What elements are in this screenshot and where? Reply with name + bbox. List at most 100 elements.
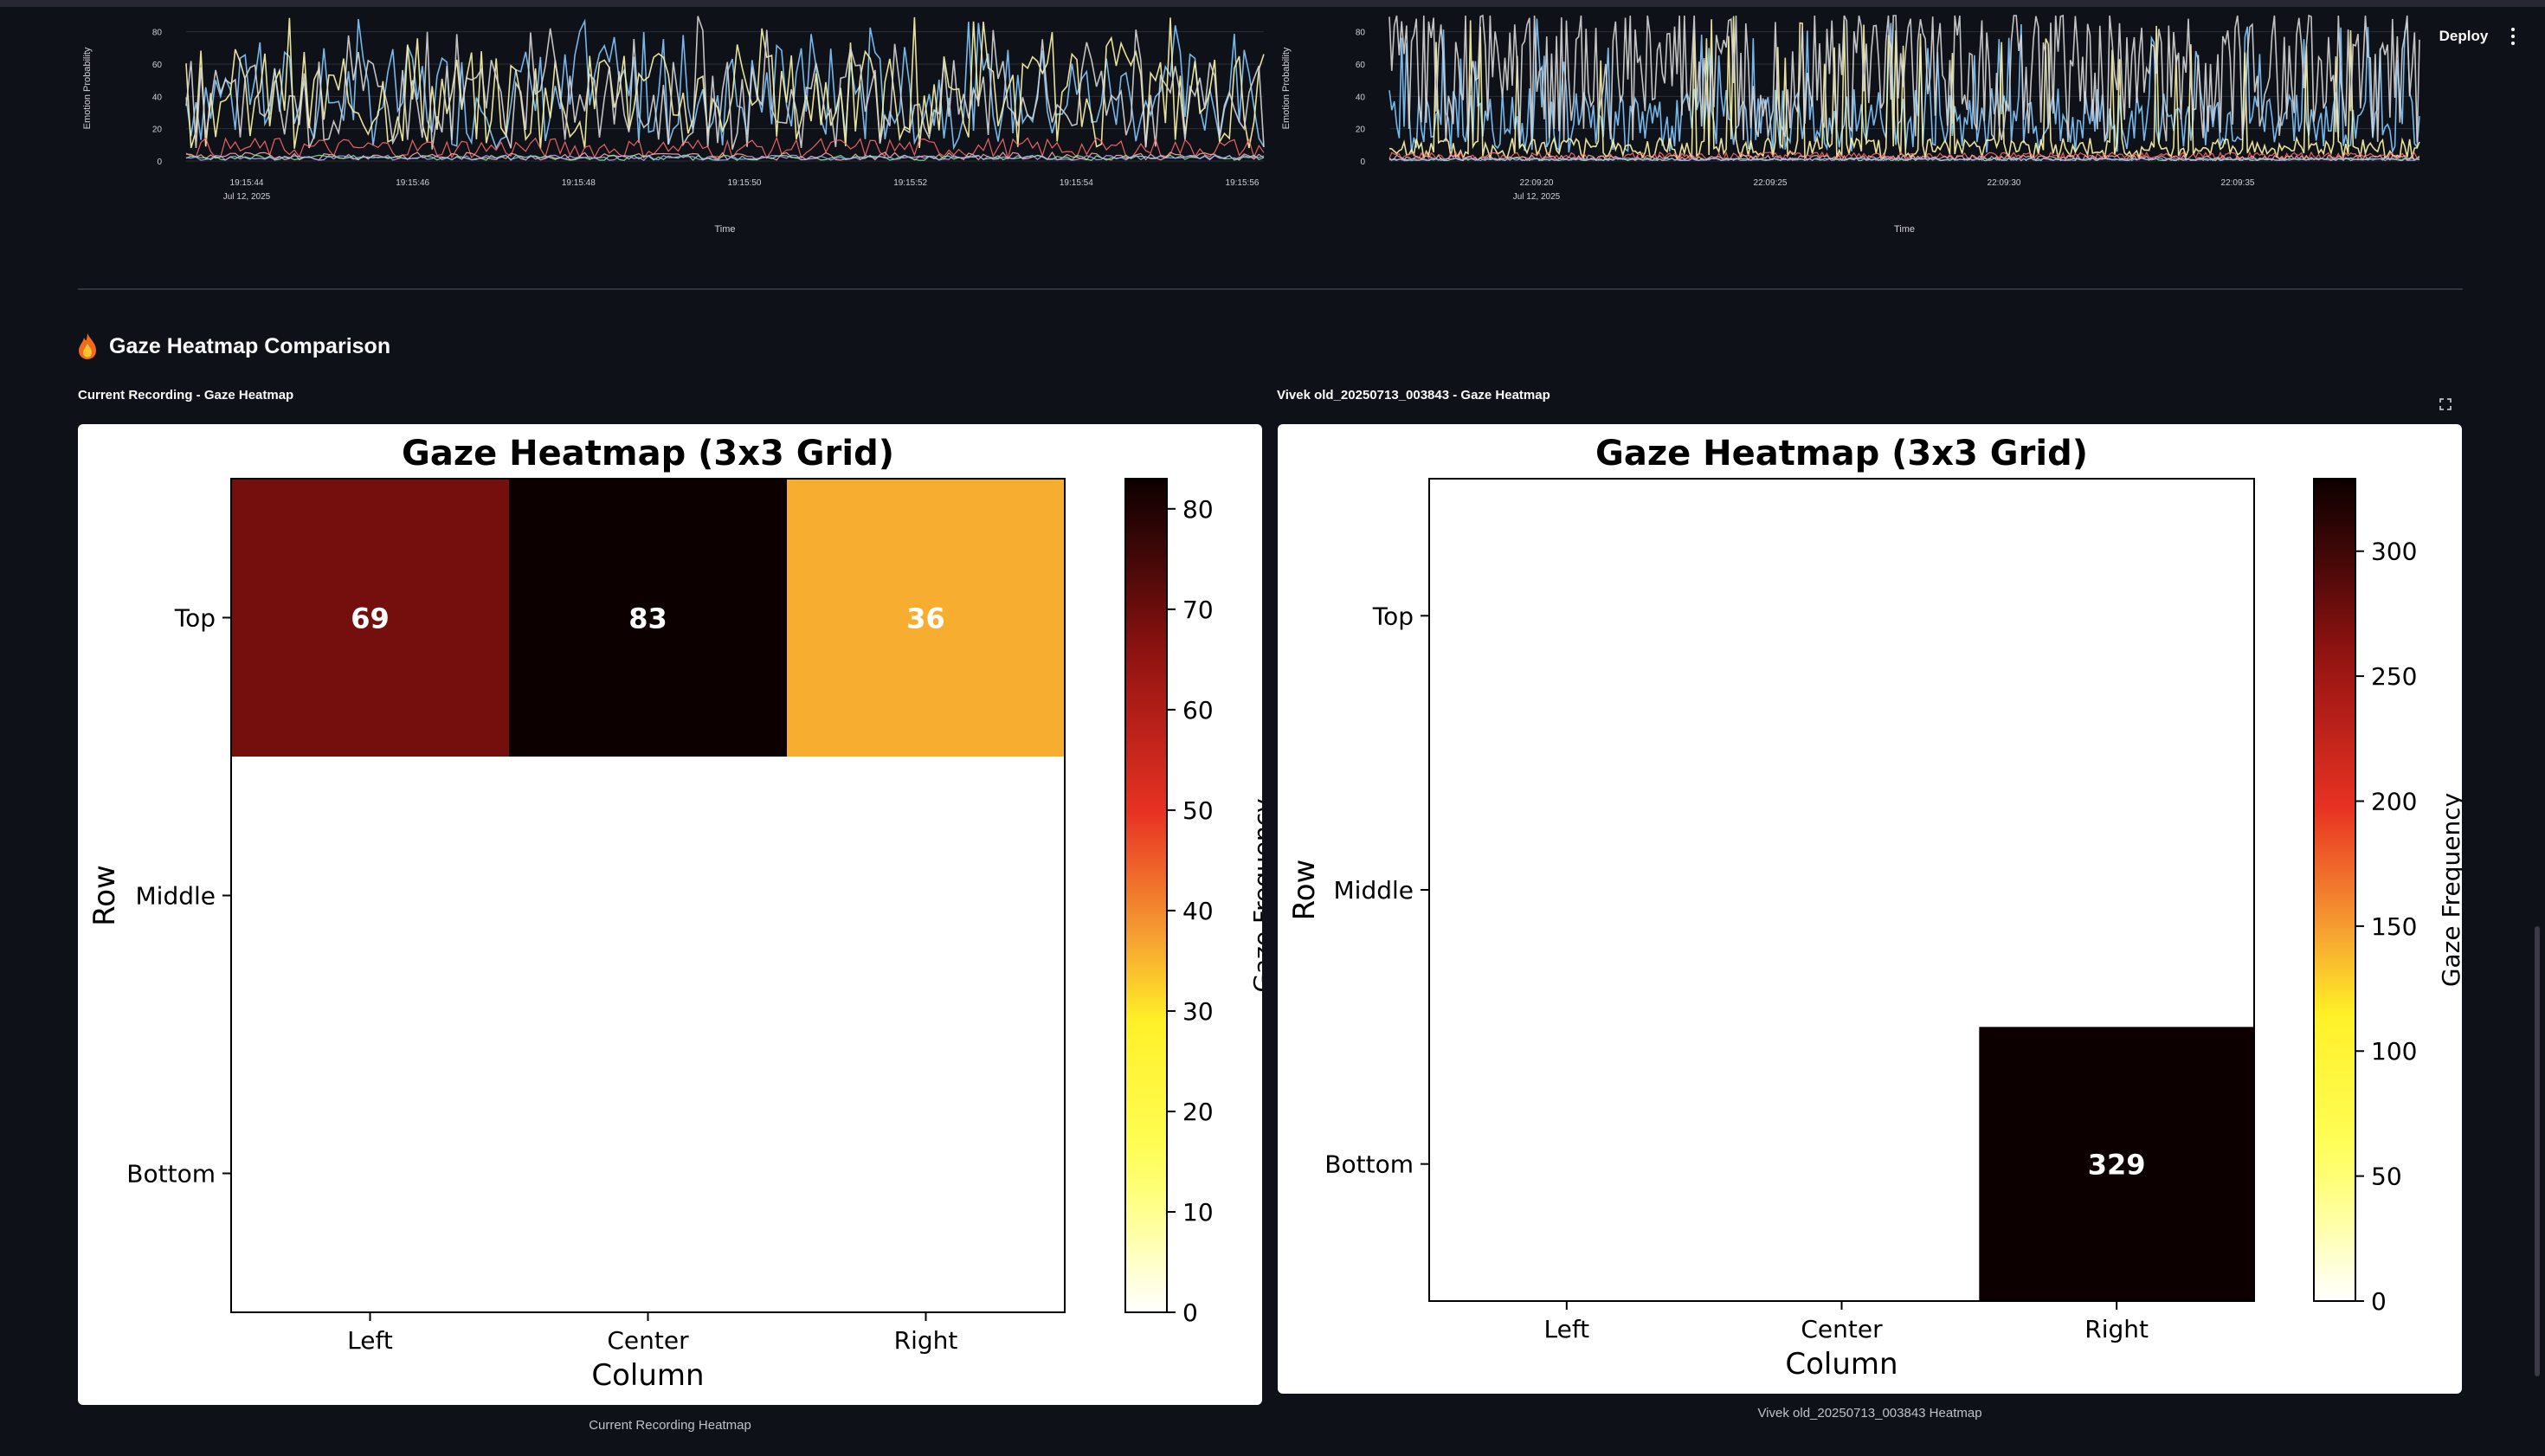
heatmap-cell (1979, 479, 2254, 753)
heatmap-cell (509, 757, 787, 1034)
y-tick-label: 80 (152, 29, 163, 38)
emotion-series-line (1388, 14, 2420, 143)
colorbar-tick-label: 100 (2371, 1037, 2417, 1066)
gaze-heatmap-current[interactable]: Gaze Heatmap (3x3 Grid) 69 83 36 Top Middle Bo… (78, 424, 1262, 1405)
heatmap-cell (1704, 1027, 1980, 1301)
column-label: Left (1543, 1315, 1589, 1343)
x-tick-label: 22:09:25 (1754, 178, 1788, 188)
y-tick-label: 80 (1356, 29, 1366, 38)
y-tick-label: 40 (1356, 93, 1366, 102)
y-axis-label: Emotion Probability (1281, 47, 1292, 129)
y-tick-label: 60 (1356, 61, 1366, 70)
y-axis-label: Row (87, 865, 122, 926)
column-label: Center (1801, 1315, 1883, 1343)
colorbar-tick-label: 30 (1182, 997, 1214, 1026)
column-label: Right (894, 1326, 958, 1355)
x-date-label: Jul 12, 2025 (1513, 192, 1561, 202)
heatmap-cell (1429, 479, 1704, 753)
section-heading: Gaze Heatmap Comparison (78, 329, 390, 364)
heatmap-cell (1979, 752, 2254, 1028)
row-label: Bottom (126, 1160, 216, 1189)
heatmap-cell (787, 757, 1065, 1034)
heatmap-cell (231, 1034, 509, 1312)
heatmap-cell (509, 479, 787, 757)
heatmap-cell (787, 1034, 1065, 1312)
colorbar-tick-label: 250 (2371, 662, 2417, 691)
heatmap-subtitle-comparison: Vivek old_20250713_003843 - Gaze Heatmap (1277, 388, 1550, 403)
heatmap-title: Gaze Heatmap (3x3 Grid) (402, 434, 894, 474)
colorbar-label: Gaze Frequency (1248, 798, 1262, 992)
heatmap-cell (231, 479, 509, 757)
x-tick-label: 19:15:46 (396, 178, 429, 188)
emotion-series-line (185, 16, 1265, 150)
x-tick-label: 19:15:50 (728, 178, 762, 188)
heatmap-cell-value: 329 (2088, 1149, 2146, 1182)
heatmap-cell-value: 69 (351, 602, 390, 635)
heatmap-cell (1429, 1027, 1704, 1301)
colorbar-tick-label: 300 (2371, 538, 2417, 566)
fullscreen-icon[interactable] (2438, 396, 2453, 412)
column-label: Left (347, 1326, 393, 1355)
emotion-line-chart-current[interactable]: Emotion Probability 0 20 40 60 80 19:15:44 Jul … (78, 7, 1272, 234)
x-tick-label: 19:15:52 (893, 178, 927, 188)
heatmap-caption-current: Current Recording Heatmap (589, 1418, 751, 1433)
column-label: Center (607, 1326, 689, 1355)
y-tick-label: 20 (152, 126, 163, 135)
colorbar-tick-label: 20 (1182, 1098, 1214, 1126)
colorbar-tick-label: 200 (2371, 787, 2417, 815)
row-label: Middle (136, 882, 216, 911)
heatmap-cell (1704, 479, 1980, 753)
x-tick-label: 22:09:20 (1520, 178, 1554, 188)
gaze-heatmap-comparison[interactable]: Gaze Heatmap (3x3 Grid) 329 Top Middle Botto… (1278, 424, 2462, 1394)
y-tick-label: 20 (1356, 126, 1366, 135)
colorbar (2313, 478, 2356, 1302)
app-top-bar (0, 0, 2545, 7)
emotion-series-line (185, 136, 1265, 159)
emotion-series-line (185, 154, 1265, 161)
emotion-series-line (1388, 157, 2420, 162)
x-tick-label: 19:15:44 (230, 178, 264, 188)
y-tick-label: 0 (1360, 158, 1365, 167)
colorbar-tick-label: 80 (1182, 495, 1214, 524)
emotion-series-line (185, 16, 1265, 149)
section-title: Gaze Heatmap Comparison (109, 333, 391, 358)
colorbar-tick-label: 50 (2371, 1163, 2402, 1191)
colorbar-tick-label: 40 (1182, 897, 1214, 925)
colorbar-tick-label: 150 (2371, 912, 2417, 941)
colorbar-tick-label: 70 (1182, 596, 1214, 624)
kebab-menu-icon[interactable] (2504, 21, 2522, 52)
x-tick-label: 22:09:35 (2221, 178, 2255, 188)
colorbar-label: Gaze Frequency (2437, 793, 2462, 987)
x-tick-label: 22:09:30 (1988, 178, 2021, 188)
heatmap-cell (231, 757, 509, 1034)
heatmap-cell-value: 36 (906, 602, 945, 635)
y-axis-label: Row (1287, 860, 1322, 921)
heatmap-subtitle-current: Current Recording - Gaze Heatmap (78, 388, 294, 403)
x-date-label: Jul 12, 2025 (223, 192, 271, 202)
deploy-button[interactable]: Deploy (2439, 28, 2489, 44)
heatmap-cell (1979, 1027, 2254, 1301)
emotion-line-chart-comparison[interactable]: Emotion Probability 0 20 40 60 80 22:09:20 Jul … (1277, 7, 2428, 234)
heatmap-cell (1429, 752, 1704, 1028)
x-tick-label: 19:15:56 (1226, 178, 1260, 188)
heatmap-cell-value: 83 (628, 602, 667, 635)
colorbar-tick-label: 50 (1182, 796, 1214, 825)
y-tick-label: 60 (152, 61, 163, 70)
row-label: Middle (1334, 876, 1414, 905)
heatmap-cell (787, 479, 1065, 757)
x-tick-label: 19:15:54 (1060, 178, 1093, 188)
y-tick-label: 0 (157, 158, 162, 167)
colorbar-tick-label: 60 (1182, 696, 1214, 725)
scrollbar[interactable] (2535, 926, 2540, 1376)
section-divider (78, 288, 2463, 290)
row-label: Top (174, 604, 216, 633)
heatmap-caption-comparison: Vivek old_20250713_003843 Heatmap (1757, 1406, 1982, 1421)
colorbar-tick-label: 0 (2371, 1287, 2387, 1316)
colorbar-tick-label: 0 (1182, 1298, 1198, 1327)
x-axis-label: Column (1785, 1347, 1897, 1382)
colorbar (1124, 478, 1168, 1313)
colorbar-tick-label: 10 (1182, 1198, 1214, 1227)
x-axis-label: Time (714, 224, 735, 234)
x-axis-label: Column (591, 1358, 704, 1393)
x-tick-label: 19:15:48 (562, 178, 596, 188)
